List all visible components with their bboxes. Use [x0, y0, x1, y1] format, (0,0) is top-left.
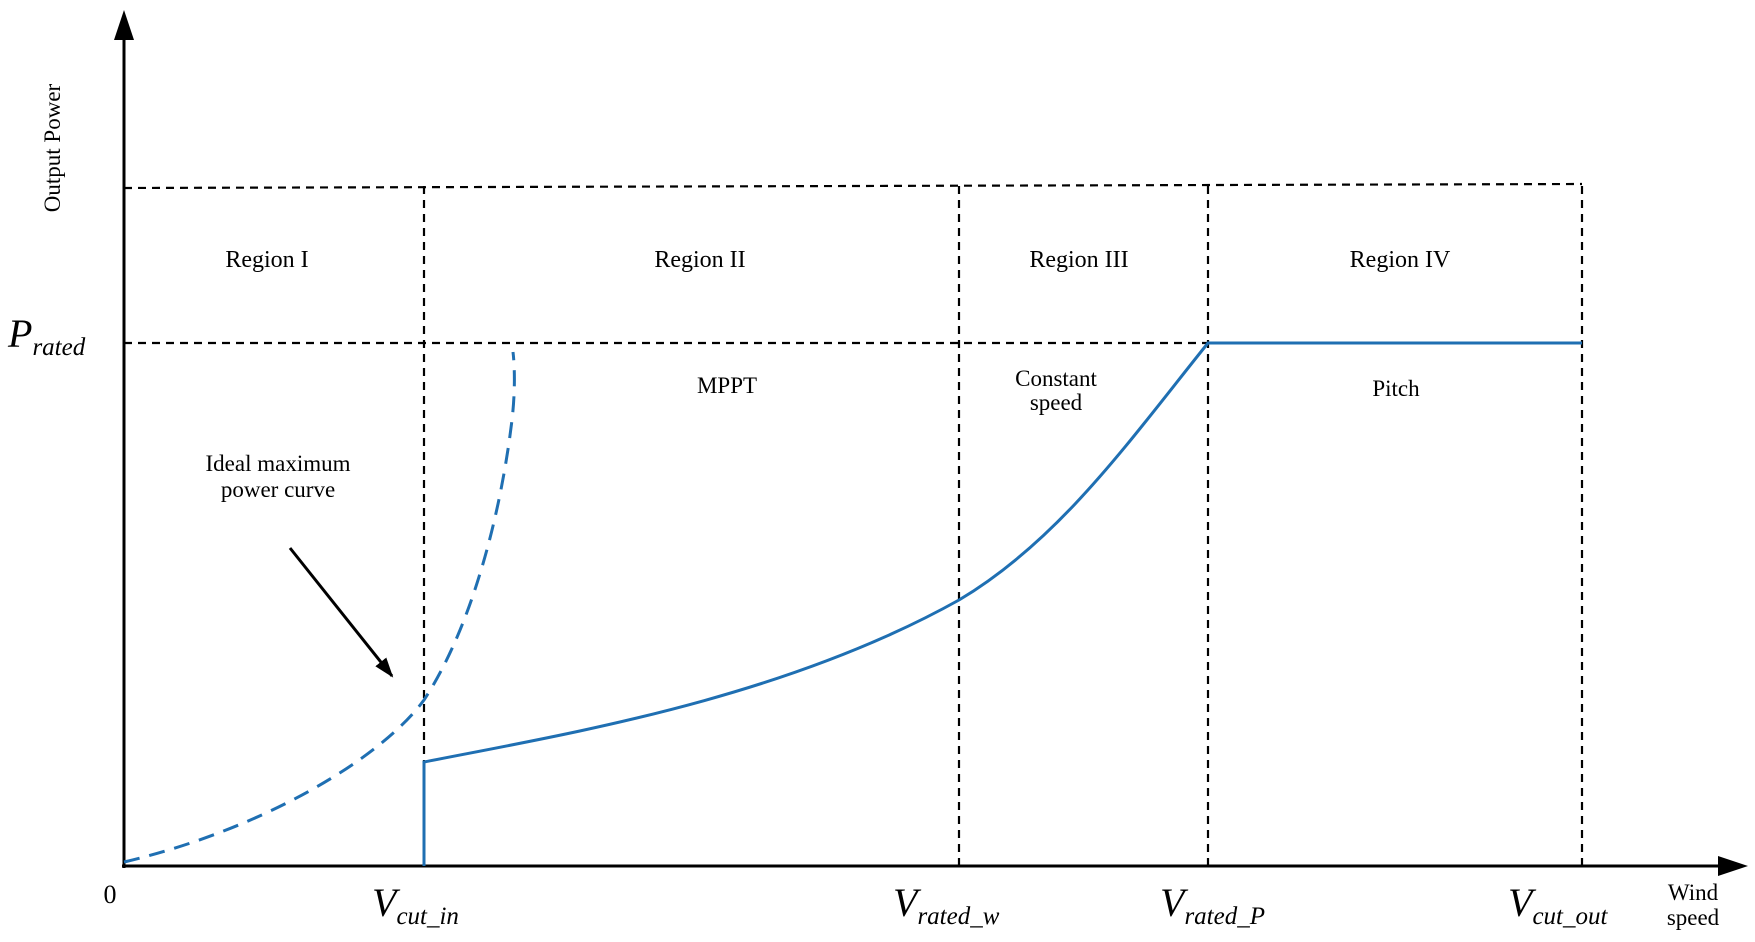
region-2-label: Region II: [654, 247, 745, 273]
mode-speed-label: speed: [1030, 390, 1083, 415]
x-axis-label-line1: Wind: [1668, 880, 1719, 905]
mode-mppt-label: MPPT: [697, 373, 757, 398]
mode-constant-label: Constant: [1015, 366, 1097, 391]
tick-v-cut-out: Vcut_out: [1508, 880, 1608, 930]
y-axis-label: Output Power: [40, 83, 65, 212]
tick-v-rated-w: Vrated_w: [893, 880, 1000, 930]
annotation-line2: power curve: [221, 477, 335, 502]
region-boundaries: [123, 182, 1584, 866]
annotation-line1: Ideal maximum: [206, 451, 351, 476]
y-axis-arrow-icon: [114, 10, 134, 40]
tick-v-cut-in: Vcut_in: [372, 880, 459, 930]
x-axis-label-line2: speed: [1667, 905, 1720, 930]
mode-pitch-label: Pitch: [1372, 376, 1420, 401]
annotation-arrow: [288, 547, 394, 678]
x-axis-arrow-icon: [1718, 856, 1748, 876]
region-1-label: Region I: [225, 247, 308, 273]
actual-power-curve: [422, 341, 1582, 866]
axes: [114, 10, 1748, 876]
origin-label: 0: [104, 880, 117, 909]
ideal-max-power-curve: [123, 351, 516, 864]
region-4-label: Region IV: [1350, 247, 1451, 273]
region-3-label: Region III: [1029, 247, 1128, 273]
p-rated-label: Prated: [7, 311, 86, 361]
top-boundary-line: [123, 182, 1583, 190]
tick-v-rated-p: Vrated_P: [1160, 880, 1265, 930]
